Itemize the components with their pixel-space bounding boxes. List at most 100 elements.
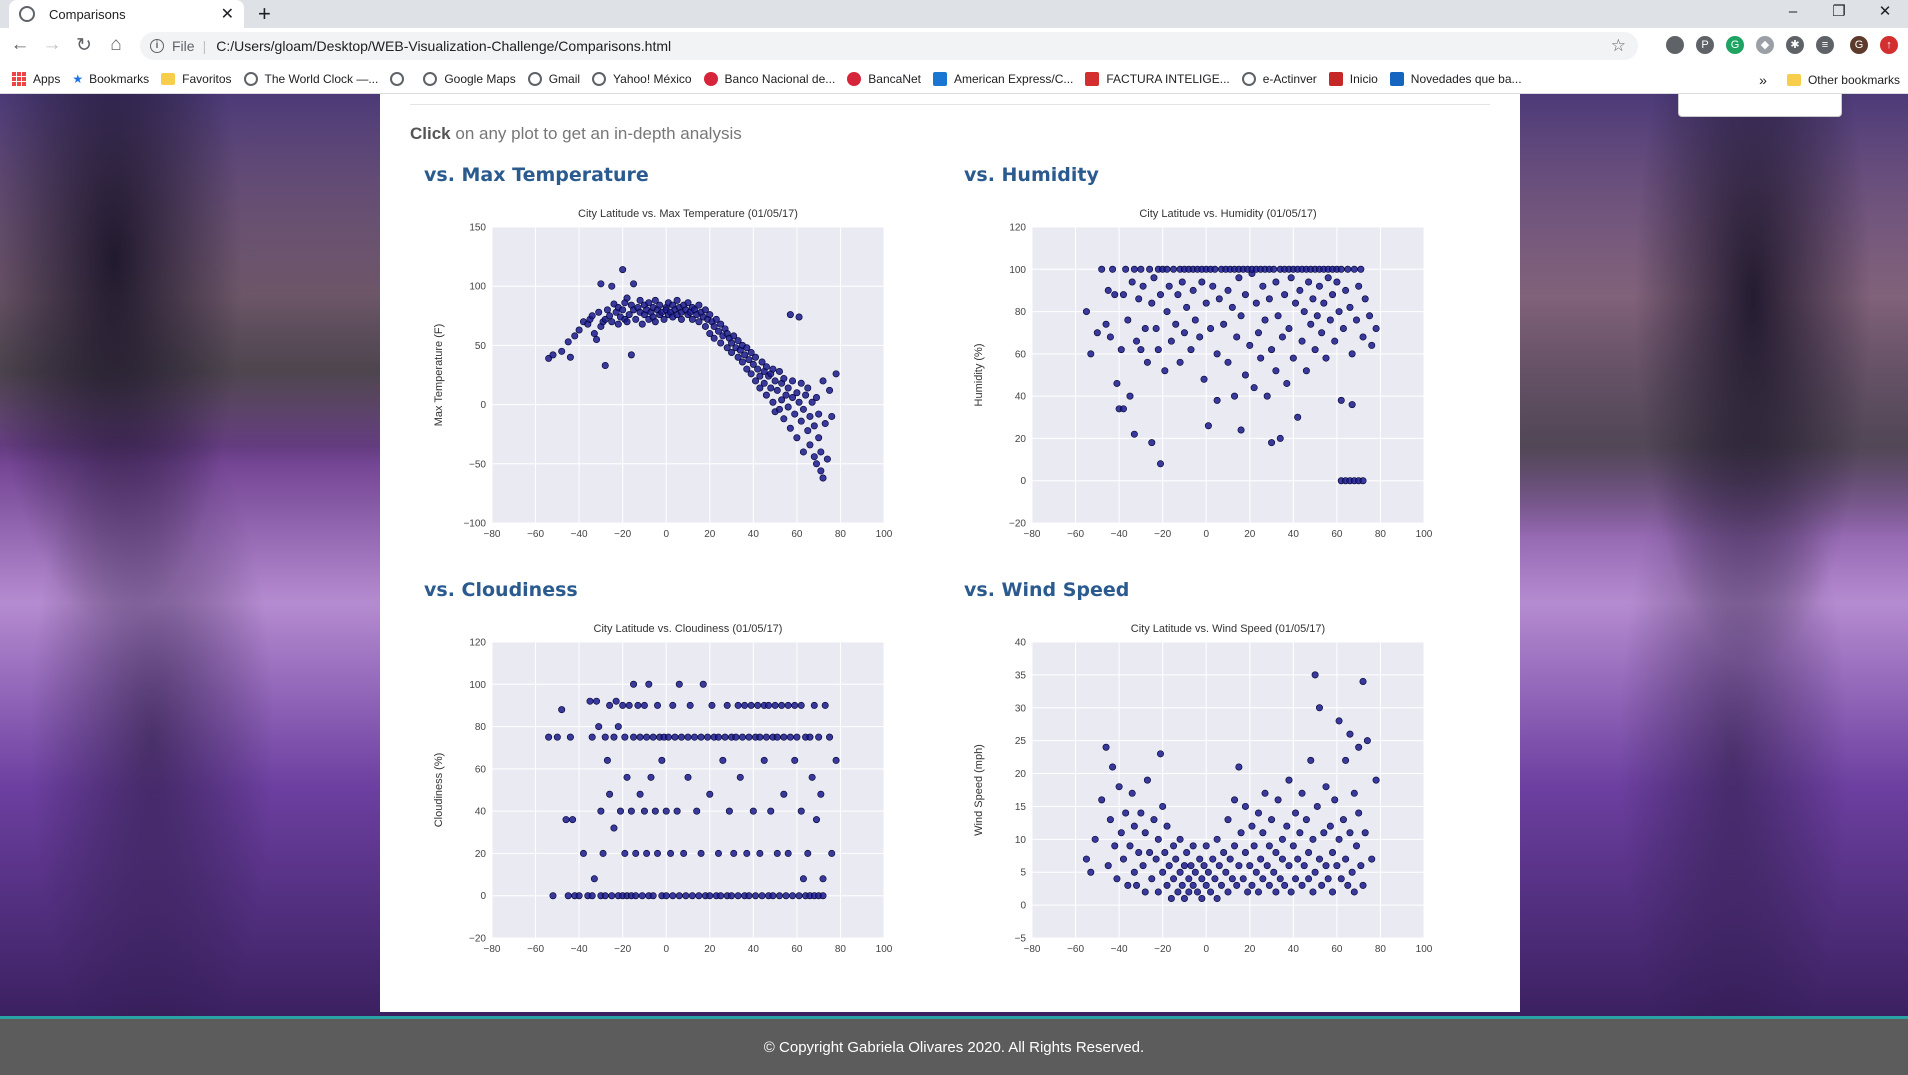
- bookmark-unnamed[interactable]: [390, 71, 411, 86]
- bookmark-actinver[interactable]: e-Actinver: [1241, 71, 1317, 86]
- plot-max-temperature[interactable]: City Latitude vs. Max Temperature (01/05…: [424, 202, 904, 542]
- scatter-point: [1333, 278, 1341, 286]
- background-trees-left: [0, 94, 380, 1019]
- address-bar[interactable]: i File | C:/Users/gloam/Desktop/WEB-Visu…: [140, 32, 1638, 60]
- bookmark-bancanet[interactable]: BancaNet: [847, 71, 921, 86]
- dropdown-box[interactable]: [1678, 94, 1842, 117]
- scatter-point: [723, 701, 731, 709]
- bookmark-favoritos[interactable]: Favoritos: [161, 72, 232, 86]
- forward-arrow-icon[interactable]: →: [42, 34, 62, 55]
- scatter-point: [1350, 888, 1358, 896]
- scatter-point: [1215, 862, 1223, 870]
- restore-button[interactable]: ❐: [1832, 3, 1846, 20]
- scatter-point: [791, 410, 799, 418]
- bookmark-apps[interactable]: Apps: [12, 71, 60, 86]
- minimize-button[interactable]: –: [1788, 3, 1798, 20]
- avatar[interactable]: G: [1850, 36, 1868, 54]
- close-window-button[interactable]: ✕: [1878, 3, 1892, 20]
- scatter-point: [1124, 316, 1132, 324]
- scatter-point: [1176, 358, 1184, 366]
- scatter-point: [1274, 312, 1282, 320]
- scatter-point: [780, 790, 788, 798]
- bookmark-star-icon[interactable]: ☆: [1610, 36, 1626, 55]
- scatter-point: [1228, 875, 1236, 883]
- info-icon[interactable]: i: [150, 39, 164, 53]
- scatter-point: [1143, 776, 1151, 784]
- scatter-point: [1187, 346, 1195, 354]
- scatter-point: [1283, 379, 1291, 387]
- scatter-point: [645, 680, 653, 688]
- scatter-chart[interactable]: City Latitude vs. Wind Speed (01/05/17) −…: [964, 617, 1444, 957]
- scatter-chart[interactable]: City Latitude vs. Cloudiness (01/05/17) −…: [424, 617, 904, 957]
- url-text[interactable]: C:/Users/gloam/Desktop/WEB-Visualization…: [216, 38, 672, 54]
- scatter-point: [1187, 862, 1195, 870]
- scatter-point: [662, 807, 670, 815]
- scatter-point: [804, 384, 812, 392]
- bookmark-world-clock[interactable]: The World Clock —...: [243, 71, 378, 86]
- scatter-point: [1278, 333, 1286, 341]
- bookmark-banco-nacional[interactable]: Banco Nacional de...: [703, 71, 835, 86]
- grammarly-icon[interactable]: G: [1726, 36, 1744, 54]
- scatter-chart[interactable]: City Latitude vs. Humidity (01/05/17) −80…: [964, 202, 1444, 542]
- extension-icon[interactable]: [1666, 36, 1684, 54]
- back-arrow-icon[interactable]: ←: [10, 34, 30, 55]
- tab-comparisons[interactable]: Comparisons ✕: [9, 0, 244, 28]
- overflow-chevron-icon[interactable]: »: [1759, 72, 1767, 88]
- scatter-point: [775, 367, 783, 375]
- bookmark-inicio[interactable]: Inicio: [1328, 71, 1378, 86]
- scatter-point: [1104, 286, 1112, 294]
- close-tab-icon[interactable]: ✕: [220, 6, 234, 23]
- scatter-point: [797, 807, 805, 815]
- x-tick-label: −20: [614, 529, 631, 540]
- y-tick-label: 0: [480, 891, 486, 902]
- bookmark-google-maps[interactable]: Google Maps: [423, 71, 516, 86]
- scatter-point: [1224, 286, 1232, 294]
- scatter-point: [1191, 868, 1199, 876]
- bookmark-american-express[interactable]: American Express/C...: [933, 71, 1073, 86]
- scatter-point: [756, 372, 764, 380]
- bookmark-bookmarks[interactable]: ★ Bookmarks: [72, 71, 150, 86]
- scatter-point: [1226, 855, 1234, 863]
- scatter-point: [815, 733, 823, 741]
- scatter-point: [1152, 855, 1160, 863]
- scatter-point: [1329, 848, 1337, 856]
- x-tick-label: 40: [748, 944, 760, 955]
- plot-cloudiness[interactable]: City Latitude vs. Cloudiness (01/05/17) −…: [424, 617, 904, 957]
- scatter-point: [1368, 341, 1376, 349]
- bookmark-gmail[interactable]: Gmail: [527, 71, 580, 86]
- pinterest-icon[interactable]: P: [1696, 36, 1714, 54]
- scatter-point: [623, 294, 631, 302]
- scatter-point: [717, 320, 725, 328]
- bookmark-novedades[interactable]: Novedades que ba...: [1389, 71, 1522, 86]
- scatter-point: [1268, 439, 1276, 447]
- bookmark-yahoo[interactable]: Yahoo! México: [592, 71, 692, 86]
- scatter-point: [1222, 868, 1230, 876]
- content-container: Click on any plot to get an in-depth ana…: [380, 94, 1520, 1012]
- dropbox-icon[interactable]: ◆: [1756, 36, 1774, 54]
- new-tab-button[interactable]: +: [258, 1, 271, 26]
- scatter-point: [1294, 413, 1302, 421]
- home-icon[interactable]: ⌂: [110, 34, 122, 55]
- media-icon[interactable]: ≡: [1816, 36, 1834, 54]
- scatter-point: [1237, 829, 1245, 837]
- plot-wind-speed[interactable]: City Latitude vs. Wind Speed (01/05/17) −…: [964, 617, 1444, 957]
- scatter-point: [1339, 816, 1347, 824]
- scatter-point: [1150, 274, 1158, 282]
- scatter-point: [767, 807, 775, 815]
- update-icon[interactable]: ↑: [1880, 36, 1898, 54]
- scatter-point: [1135, 295, 1143, 303]
- scatter-point: [1254, 329, 1262, 337]
- scatter-point: [745, 733, 753, 741]
- scatter-point: [1137, 809, 1145, 817]
- other-bookmarks[interactable]: Other bookmarks: [1807, 73, 1900, 87]
- scatter-point: [1305, 848, 1313, 856]
- scatter-point: [717, 892, 725, 900]
- factura-icon: [1085, 71, 1100, 86]
- reload-icon[interactable]: ↻: [76, 35, 92, 56]
- bookmark-factura[interactable]: FACTURA INTELIGE...: [1085, 71, 1230, 86]
- scatter-point: [1237, 312, 1245, 320]
- scatter-chart[interactable]: City Latitude vs. Max Temperature (01/05…: [424, 202, 904, 542]
- scatter-point: [1359, 477, 1367, 485]
- puzzle-icon[interactable]: ✱: [1786, 36, 1804, 54]
- plot-humidity[interactable]: City Latitude vs. Humidity (01/05/17) −80…: [964, 202, 1444, 542]
